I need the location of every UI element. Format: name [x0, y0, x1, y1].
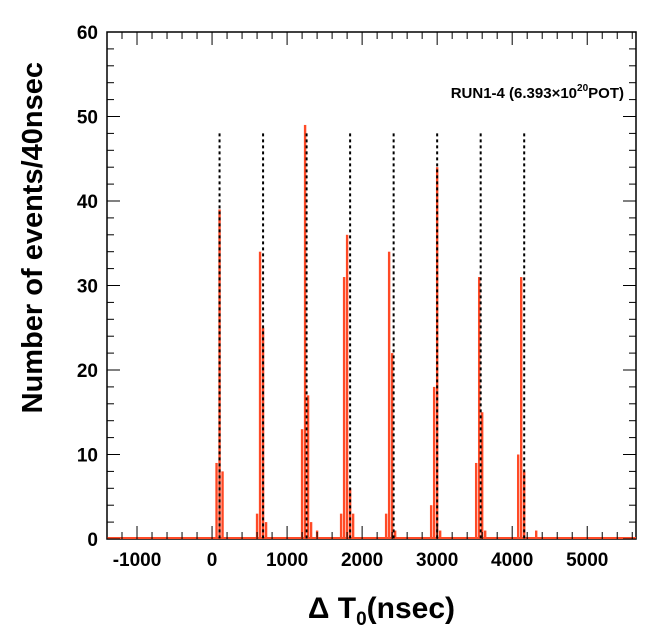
histogram-bar — [483, 530, 487, 539]
y-tick-label: 40 — [77, 192, 98, 213]
histogram-bar — [255, 513, 259, 539]
histogram-bar — [432, 386, 436, 539]
histogram-bar — [339, 513, 343, 539]
x-axis-title: Δ T0(nsec) — [308, 592, 455, 630]
x-axis: -1000 0 1000 2000 3000 4000 5000 — [106, 32, 633, 571]
histogram-bar — [261, 327, 265, 539]
x-tick-label: 5000 — [566, 550, 608, 571]
y-tick-label: 50 — [77, 108, 98, 129]
histogram-bar — [264, 522, 268, 539]
run-annotation: RUN1-4 (6.393×1020POT) — [451, 83, 624, 102]
histogram-bar — [480, 412, 484, 539]
x-tick-label: 0 — [207, 550, 218, 571]
histogram-bar — [390, 353, 394, 539]
histogram-bar — [342, 277, 346, 539]
histogram-bar — [300, 429, 304, 539]
histogram-bar — [393, 530, 397, 539]
histogram-bar — [477, 277, 481, 539]
histogram-bar — [535, 530, 538, 539]
histogram-bar — [429, 505, 433, 539]
x-tick-label: 4000 — [491, 550, 533, 571]
y-axis: 0 10 20 30 40 50 60 — [77, 23, 636, 551]
bunch-marker-lines — [218, 133, 526, 539]
x-tick-label: 2000 — [341, 550, 383, 571]
plot-frame — [106, 31, 637, 540]
y-tick-label: 60 — [77, 23, 98, 44]
x-tick-label: -1000 — [113, 550, 162, 571]
histogram-bar — [351, 513, 355, 539]
y-axis-title: Number of events/40nsec — [17, 62, 49, 413]
histogram-bar — [474, 462, 478, 539]
histogram-bar — [387, 251, 391, 539]
histogram-bar — [309, 522, 313, 539]
histogram-bar — [435, 167, 439, 539]
histogram-bar — [303, 124, 307, 539]
histogram-bar — [520, 277, 523, 539]
y-tick-label: 20 — [77, 361, 98, 382]
histogram-bar — [221, 471, 224, 539]
y-tick-label: 10 — [77, 446, 98, 467]
histogram-bar — [345, 234, 349, 540]
x-tick-label: 1000 — [266, 550, 308, 571]
histogram-bar — [258, 251, 262, 539]
histogram-bar — [523, 471, 526, 539]
histogram-bar — [384, 513, 388, 539]
histogram-bar — [306, 395, 310, 539]
histogram-bar — [516, 454, 520, 539]
histogram-bar — [438, 530, 442, 539]
histogram-bars — [107, 124, 636, 540]
y-tick-label: 30 — [77, 277, 98, 298]
y-tick-label: 0 — [87, 530, 98, 551]
x-tick-label: 3000 — [416, 550, 458, 571]
histogram-bar — [215, 462, 218, 539]
